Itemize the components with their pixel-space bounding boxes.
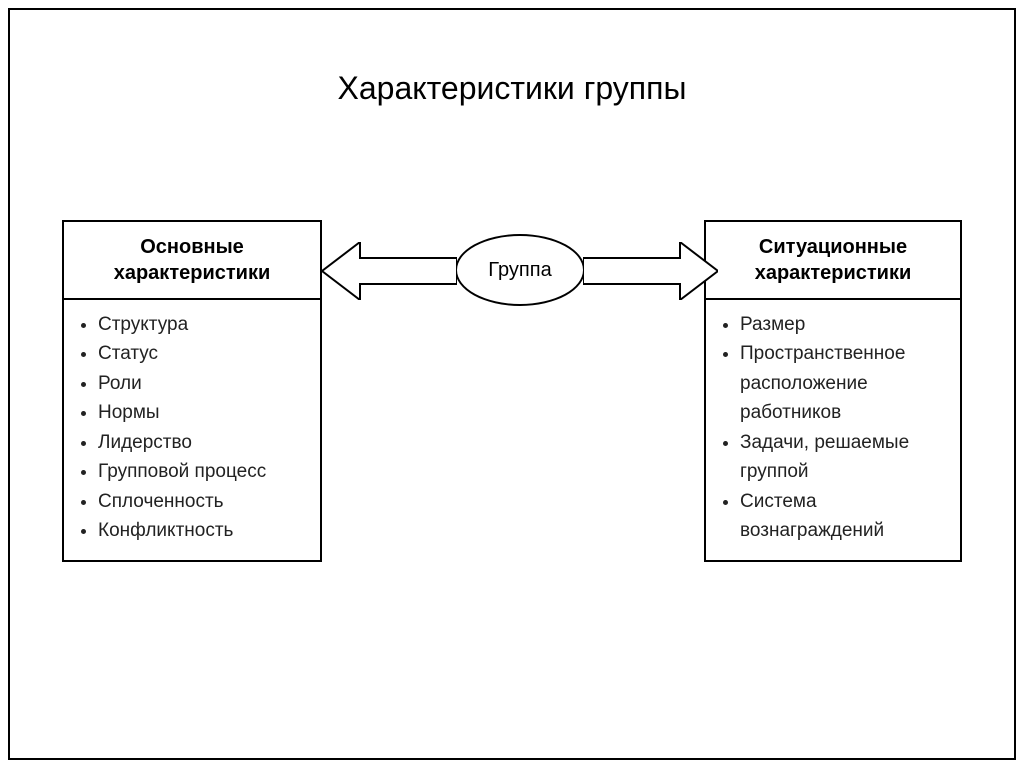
list-item: Статус [98,339,306,368]
arrow-left-icon [322,242,457,300]
list-item: Лидерство [98,428,306,457]
right-box-header: Ситуационные характеристики [706,222,960,300]
list-item: Групповой процесс [98,457,306,486]
right-box: Ситуационные характеристики Размер Прост… [704,220,962,562]
list-item: Система вознаграждений [740,487,946,546]
arrow-right-icon [583,242,718,300]
list-item: Пространственное расположение работников [740,339,946,427]
center-label: Группа [488,259,551,282]
left-box: Основные характеристики Структура Статус… [62,220,322,562]
right-box-body: Размер Пространственное расположение раб… [706,300,960,560]
left-box-list: Структура Статус Роли Нормы Лидерство Гр… [78,310,306,546]
list-item: Структура [98,310,306,339]
center-ellipse: Группа [455,234,585,306]
list-item: Нормы [98,398,306,427]
left-box-header: Основные характеристики [64,222,320,300]
diagram-title: Характеристики группы [10,70,1014,107]
list-item: Сплоченность [98,487,306,516]
right-box-list: Размер Пространственное расположение раб… [720,310,946,546]
list-item: Конфликтность [98,516,306,545]
list-item: Размер [740,310,946,339]
list-item: Роли [98,369,306,398]
list-item: Задачи, решаемые группой [740,428,946,487]
diagram-frame: Характеристики группы Основные характери… [8,8,1016,760]
left-box-body: Структура Статус Роли Нормы Лидерство Гр… [64,300,320,560]
